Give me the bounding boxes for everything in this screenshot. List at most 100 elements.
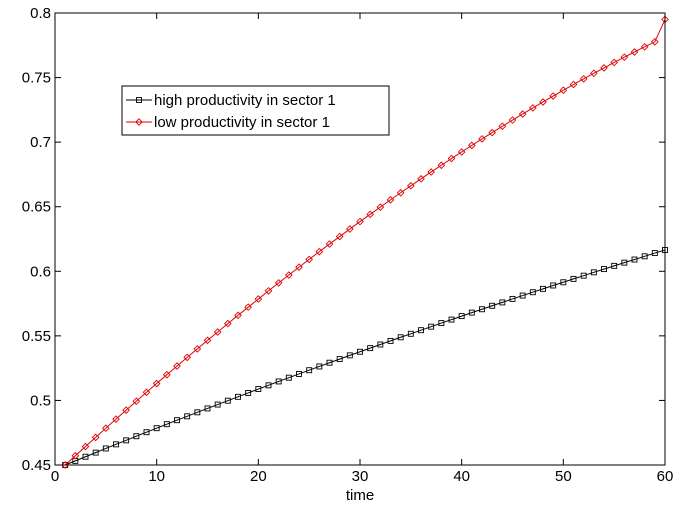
data-point xyxy=(641,253,648,260)
data-point xyxy=(224,397,231,404)
data-point xyxy=(387,337,394,344)
data-point xyxy=(406,181,415,190)
data-point xyxy=(315,247,324,256)
data-point xyxy=(234,311,242,320)
data-point xyxy=(467,141,476,150)
data-point xyxy=(560,279,567,286)
data-point xyxy=(113,441,119,448)
data-point xyxy=(123,437,130,444)
data-point xyxy=(549,92,558,100)
data-point xyxy=(305,255,314,264)
x-tick-label: 10 xyxy=(148,468,165,485)
data-point xyxy=(376,203,385,211)
data-point xyxy=(296,371,302,377)
data-point xyxy=(499,299,506,306)
data-point xyxy=(651,250,658,257)
data-point xyxy=(101,424,110,433)
legend: high productivity in sector 1 low product… xyxy=(121,85,390,136)
data-point xyxy=(540,285,546,292)
data-point xyxy=(244,303,253,312)
data-point xyxy=(174,417,180,424)
data-point xyxy=(509,295,516,302)
data-point xyxy=(306,367,313,374)
data-point xyxy=(377,341,384,348)
data-point xyxy=(579,75,588,83)
data-point xyxy=(82,453,89,460)
data-point xyxy=(611,262,618,269)
data-point xyxy=(213,328,222,336)
legend-entry-1: low productivity in sector 1 xyxy=(126,114,330,131)
data-point xyxy=(590,269,597,276)
data-point xyxy=(457,148,466,156)
data-point xyxy=(397,334,404,341)
legend-marker xyxy=(135,118,143,126)
data-point xyxy=(102,445,109,452)
data-point xyxy=(194,409,201,416)
y-tick-label: 0.8 xyxy=(30,5,51,22)
data-point xyxy=(356,217,364,226)
data-point xyxy=(142,388,151,397)
x-axis-label: time xyxy=(346,487,374,504)
data-point xyxy=(508,116,517,124)
data-point xyxy=(285,374,292,381)
data-point xyxy=(183,353,192,362)
data-point xyxy=(336,356,343,363)
data-point xyxy=(335,232,344,241)
data-point xyxy=(163,421,170,428)
data-point xyxy=(325,240,334,248)
data-point xyxy=(570,275,577,282)
data-point xyxy=(143,429,150,436)
data-point xyxy=(193,345,202,353)
data-point xyxy=(112,415,120,423)
data-point xyxy=(214,401,221,408)
data-point xyxy=(274,279,283,287)
data-point xyxy=(529,289,536,296)
x-tick-label: 60 xyxy=(657,468,674,485)
data-point xyxy=(367,345,374,352)
data-point xyxy=(589,69,598,78)
data-point xyxy=(275,378,282,385)
data-point xyxy=(264,287,273,295)
data-point xyxy=(152,379,161,388)
data-point xyxy=(550,282,557,289)
data-point xyxy=(396,188,405,197)
data-point xyxy=(580,272,587,279)
data-point xyxy=(122,406,131,414)
data-point xyxy=(284,271,293,279)
data-point xyxy=(173,362,181,370)
data-point xyxy=(203,336,212,345)
data-point xyxy=(245,389,252,396)
data-point xyxy=(61,461,70,469)
legend-label: high productivity in sector 1 xyxy=(154,92,336,109)
data-point xyxy=(417,174,425,183)
data-point xyxy=(650,37,659,46)
x-tick-label: 30 xyxy=(352,468,369,485)
legend-entry-0: high productivity in sector 1 xyxy=(126,92,336,109)
y-tick-label: 0.55 xyxy=(22,328,51,345)
data-point xyxy=(518,110,527,118)
data-point xyxy=(489,302,496,309)
data-point xyxy=(478,135,486,143)
data-point xyxy=(223,319,232,328)
data-point xyxy=(204,405,211,412)
data-point xyxy=(427,168,436,176)
data-point xyxy=(133,433,140,440)
data-point xyxy=(610,58,619,67)
data-point xyxy=(601,266,607,273)
series-1 xyxy=(61,15,669,469)
x-tick-label: 0 xyxy=(51,468,59,485)
x-tick-label: 20 xyxy=(250,468,267,485)
data-point xyxy=(81,442,90,451)
data-point xyxy=(265,382,272,389)
legend-box xyxy=(121,85,390,136)
data-point xyxy=(437,161,446,170)
data-point xyxy=(559,86,568,95)
data-point xyxy=(528,104,537,112)
data-point xyxy=(418,327,424,334)
data-point xyxy=(92,449,99,456)
series-layer xyxy=(61,15,669,469)
y-tick-label: 0.45 xyxy=(22,457,51,474)
x-tick-label: 50 xyxy=(555,468,572,485)
data-point xyxy=(447,154,456,163)
data-point xyxy=(448,316,455,323)
